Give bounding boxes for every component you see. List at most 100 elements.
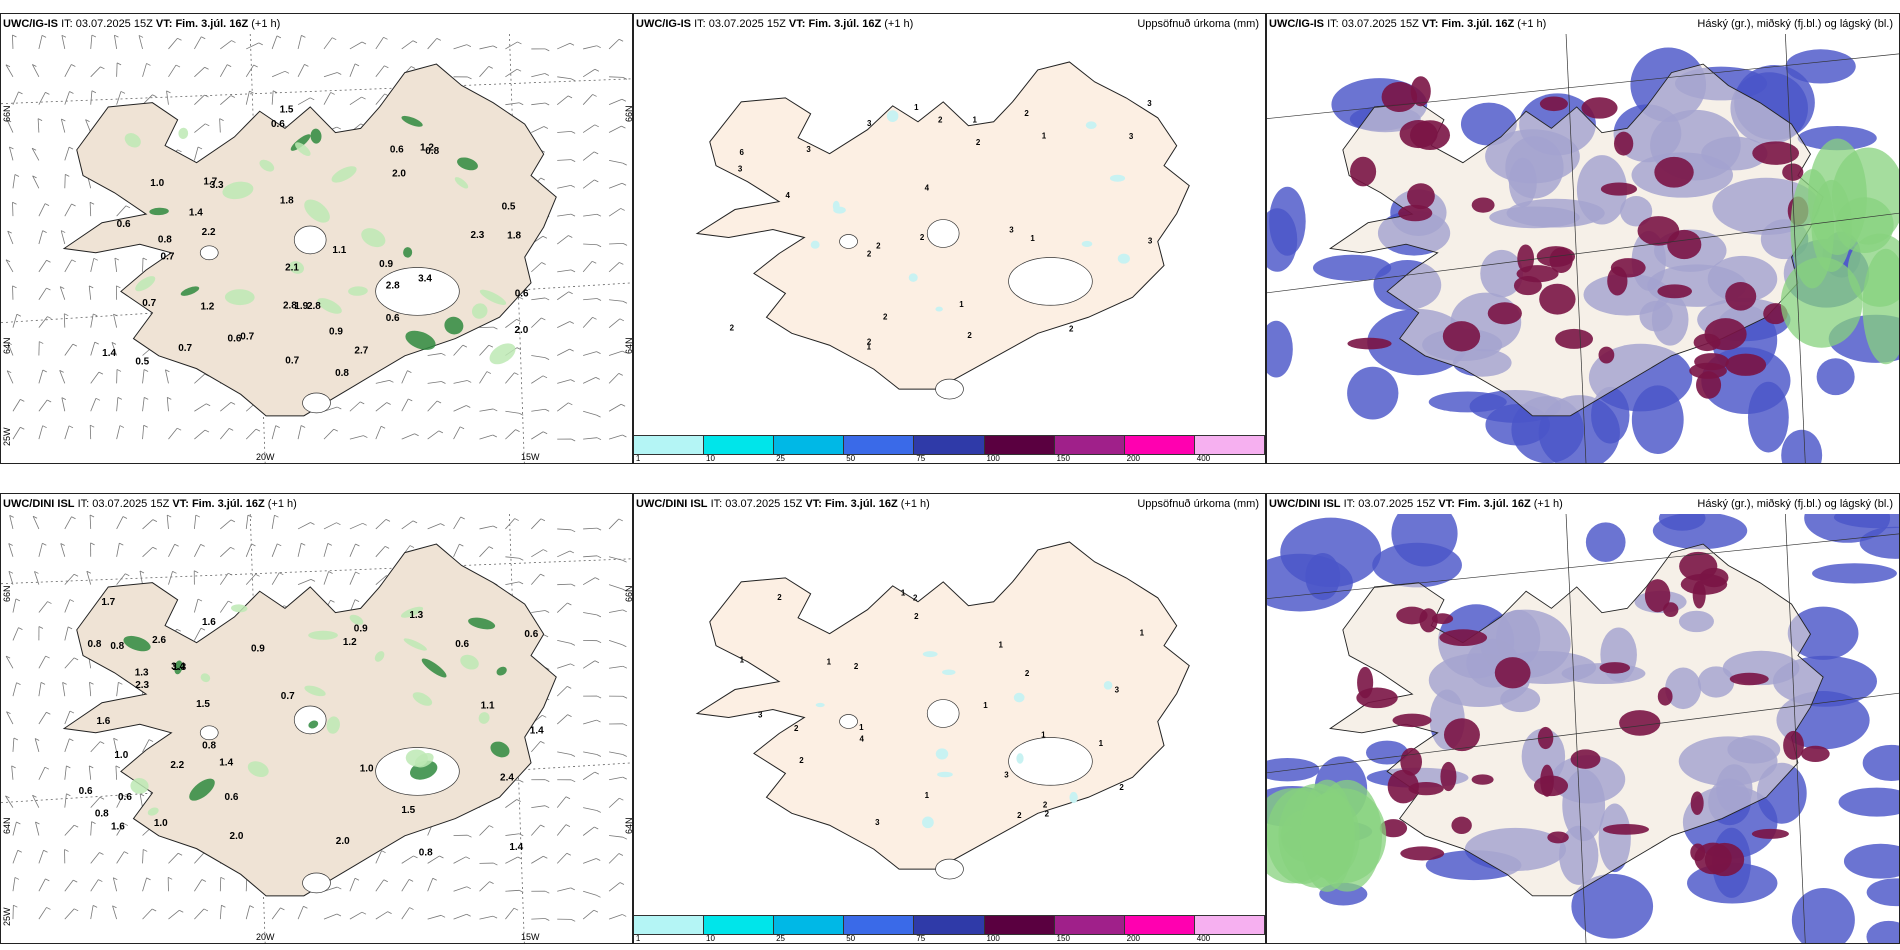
cloud-title: Háský (gr.), miðský (fj.bl.) og lágský (… — [1697, 18, 1893, 30]
precip-value-label: 2 — [1024, 109, 1029, 118]
wind-value-label: 0.9 — [379, 259, 393, 270]
wind-value-label: 1.4 — [102, 348, 116, 359]
wind-value-label: 2.6 — [152, 635, 166, 646]
precip-value-label: 2 — [854, 662, 859, 671]
precip-value-label: 2 — [794, 724, 799, 733]
precip-value-label: 3 — [875, 818, 880, 827]
wind-value-label: 2.0 — [514, 325, 528, 336]
wind-value-label: 1.7 — [203, 176, 217, 187]
precip-value-label: 2 — [883, 313, 888, 322]
precip-value-label: 3 — [806, 145, 811, 154]
precip-value-label: 2 — [730, 324, 735, 333]
wind-value-label: 1.4 — [509, 842, 523, 853]
precip-colorbar — [634, 915, 1265, 935]
wind-value-label: 0.7 — [178, 343, 192, 354]
colorbar-label: 1 — [635, 454, 641, 463]
wind-value-label: 0.7 — [240, 332, 254, 343]
wind-value-label: 0.9 — [354, 624, 368, 635]
precip-value-label: 2 — [1119, 783, 1124, 792]
precip-title: Uppsöfnuð úrkoma (mm) — [1137, 18, 1259, 30]
lat-label-64: 64N — [2, 817, 12, 834]
precip-value-label: 2 — [913, 593, 918, 602]
wind-value-label: 1.5 — [401, 805, 415, 816]
precip-value-label: 2 — [867, 338, 872, 347]
panel-cloud-igis: UWC/IG-IS IT: 03.07.2025 15Z VT: Fim. 3.… — [1266, 13, 1900, 464]
panel-header: UWC/DINI ISL IT: 03.07.2025 15Z VT: Fim.… — [1269, 498, 1563, 510]
precip-value-label: 1 — [740, 655, 745, 664]
wind-value-label: 2.2 — [170, 760, 184, 771]
colorbar-label: 400 — [1196, 454, 1211, 463]
wind-value-label: 2.3 — [135, 680, 149, 691]
wind-value-label: 1.1 — [481, 701, 495, 712]
colorbar-label: 150 — [1056, 454, 1070, 463]
colorbar-segment — [984, 916, 1055, 934]
precip-value-label: 1 — [901, 589, 906, 598]
lon-label-20w: 20W — [256, 932, 275, 942]
precip-value-label: 3 — [1148, 237, 1153, 246]
cloud-map — [1267, 34, 1899, 463]
cloud-title: Háský (gr.), miðský (fj.bl.) og lágský (… — [1697, 498, 1893, 510]
lon-label-20w: 20W — [256, 452, 275, 462]
wind-value-label: 1.3 — [409, 610, 423, 621]
wind-value-label: 1.4 — [530, 725, 544, 736]
precip-value-label: 2 — [1069, 325, 1074, 334]
precip-value-label: 2 — [876, 241, 881, 250]
colorbar-segment — [634, 436, 705, 454]
wind-value-label: 3.3 — [210, 180, 224, 191]
colorbar-label: 75 — [916, 454, 926, 463]
colorbar-segment — [1124, 436, 1195, 454]
wind-value-label: 1.4 — [219, 758, 233, 769]
precip-value-label: 1 — [1030, 234, 1035, 243]
precip-value-label: 2 — [976, 138, 981, 147]
wind-value-label: 0.8 — [202, 741, 216, 752]
wind-value-label: 0.6 — [524, 629, 538, 640]
wind-value-label: 0.6 — [386, 313, 400, 324]
wind-value-label: 0.6 — [225, 792, 239, 803]
wind-value-label: 0.6 — [271, 119, 285, 130]
wind-value-label: 2.0 — [336, 836, 350, 847]
precip-value-label: 1 — [1099, 739, 1104, 748]
colorbar-segment — [704, 436, 775, 454]
colorbar-label: 10 — [706, 454, 715, 463]
wind-value-label: 2.4 — [500, 772, 514, 783]
precip-value-label: 1 — [1041, 731, 1046, 740]
wind-value-label: 0.9 — [329, 326, 343, 337]
colorbar-segment — [984, 436, 1055, 454]
colorbar-segment — [1054, 436, 1125, 454]
wind-value-label: 1.3 — [135, 667, 149, 678]
colorbar-labels: 1 10 25 50 75 100 150 200 400 — [634, 934, 1265, 943]
wind-value-label: 1.7 — [101, 597, 115, 608]
precip-value-label: 6 — [739, 148, 744, 157]
precip-value-label: 2 — [967, 331, 972, 340]
precip-value-label: 3 — [758, 710, 763, 719]
panel-header: UWC/IG-IS IT: 03.07.2025 15Z VT: Fim. 3.… — [1269, 18, 1547, 30]
colorbar-label: 50 — [846, 454, 856, 463]
precip-value-label: 2 — [938, 115, 943, 124]
colorbar-segment — [1054, 916, 1125, 934]
precip-value-label: 1 — [1042, 132, 1047, 141]
wind-value-label: 0.6 — [515, 289, 529, 300]
wind-value-label: 2.1 — [285, 262, 299, 273]
colorbar-label: 1 — [635, 934, 641, 943]
precip-value-label: 1 — [827, 657, 832, 666]
wind-value-label: 0.8 — [425, 146, 439, 157]
precip-title: Uppsöfnuð úrkoma (mm) — [1137, 498, 1259, 510]
precip-value-label: 3 — [1009, 226, 1014, 235]
wind-value-label: 1.8 — [280, 195, 294, 206]
colorbar-segment — [914, 916, 985, 934]
wind-value-label: 0.7 — [285, 355, 299, 366]
precip-value-label: 1 — [867, 342, 872, 351]
colorbar-label: 150 — [1056, 934, 1070, 943]
lat-label-25w: 25W — [2, 907, 12, 926]
precip-value-label: 2 — [914, 612, 919, 621]
precip-value-label: 2 — [920, 233, 925, 242]
colorbar-label: 50 — [846, 934, 856, 943]
precip-value-label: 1 — [983, 701, 988, 710]
wind-value-label: 1.3 — [172, 662, 186, 673]
precip-value-label: 2 — [1017, 811, 1022, 820]
wind-value-label: 0.8 — [88, 639, 102, 650]
panel-precip-dini: UWC/DINI ISL IT: 03.07.2025 15Z VT: Fim.… — [633, 493, 1266, 944]
precip-value-label: 3 — [1147, 99, 1152, 108]
wind-value-label: 0.7 — [281, 691, 295, 702]
